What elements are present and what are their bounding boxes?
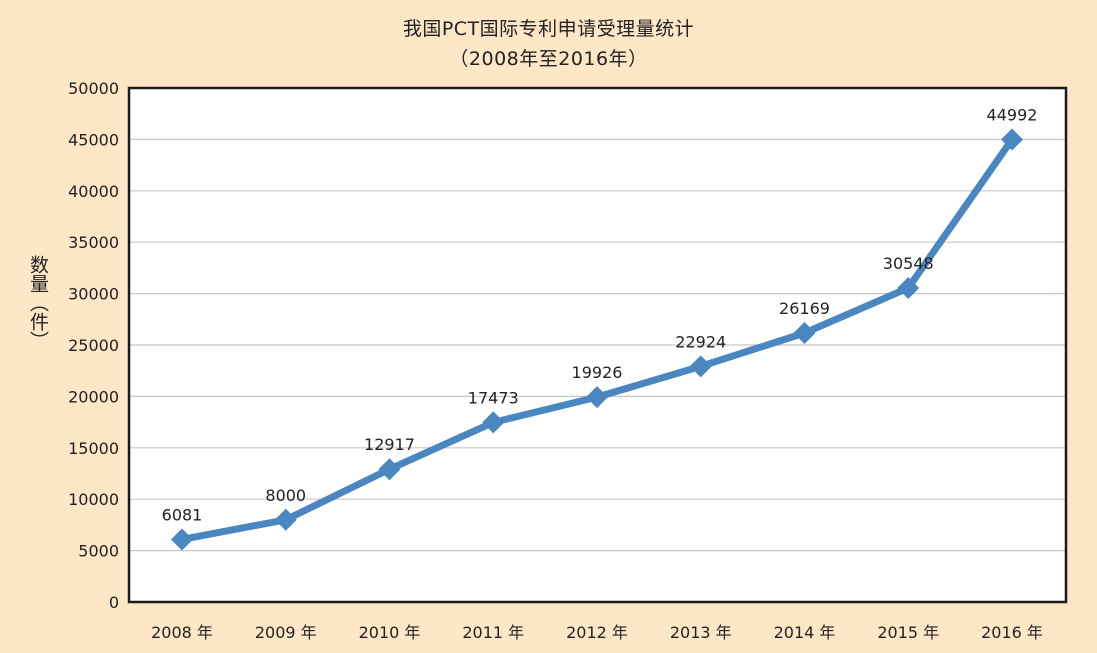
y-tick-label: 35000: [68, 233, 119, 252]
plot-frame: [127, 86, 1068, 604]
data-point-marker: [1001, 128, 1023, 151]
y-tick-label: 15000: [68, 439, 119, 458]
data-label: 8000: [265, 486, 306, 505]
y-tick-label: 25000: [68, 336, 119, 355]
y-tick-label: 30000: [68, 285, 119, 304]
y-tick-label: 0: [109, 593, 119, 612]
y-tick-label: 40000: [68, 182, 119, 201]
data-label: 17473: [468, 388, 519, 407]
x-tick-label: 2010 年: [359, 623, 421, 642]
data-label: 26169: [779, 299, 830, 318]
series-markers: [171, 128, 1023, 551]
x-tick-label: 2009 年: [255, 623, 317, 642]
y-tick-label: 50000: [68, 79, 119, 98]
data-label: 30548: [883, 254, 934, 273]
data-point-marker: [586, 386, 608, 409]
data-point-marker: [793, 321, 816, 344]
data-point-marker: [482, 411, 505, 434]
data-point-marker: [378, 458, 401, 481]
data-point-marker: [274, 508, 297, 531]
x-tick-label: 2015 年: [877, 623, 939, 642]
x-tick-label: 2016 年: [981, 623, 1043, 642]
y-tick-label: 20000: [68, 387, 119, 406]
data-point-marker: [689, 355, 712, 378]
x-tick-label: 2012 年: [566, 623, 628, 642]
data-label: 19926: [572, 363, 623, 382]
y-tick-label: 5000: [78, 542, 119, 561]
x-tick-label: 2011 年: [462, 623, 524, 642]
y-axis-ticks: 0 5000 10000 15000 20000 25000 30000 35000 40000…: [68, 79, 119, 612]
x-tick-label: 2013 年: [670, 623, 732, 642]
x-tick-label: 2008 年: [151, 623, 213, 642]
data-label: 44992: [987, 105, 1038, 124]
y-tick-label: 45000: [68, 130, 119, 149]
x-axis-ticks: 2008 年 2009 年 2010 年 2011 年 2012 年 2013 年 2014…: [151, 623, 1043, 642]
y-tick-label: 10000: [68, 490, 119, 509]
chart-title: 我国PCT国际专利申请受理量统计: [402, 18, 695, 40]
data-label: 6081: [162, 505, 203, 524]
data-point-marker: [897, 276, 920, 299]
y-axis-label: 数量（件）: [27, 255, 49, 350]
chart-subtitle: （2008年至2016年）: [449, 48, 648, 70]
data-label: 22924: [675, 332, 726, 351]
x-tick-label: 2014 年: [774, 623, 836, 642]
data-label: 12917: [364, 435, 415, 454]
data-labels: 6081 8000 12917 17473 19926 22924 26169 30548 44…: [162, 105, 1038, 524]
data-point-marker: [171, 528, 193, 551]
